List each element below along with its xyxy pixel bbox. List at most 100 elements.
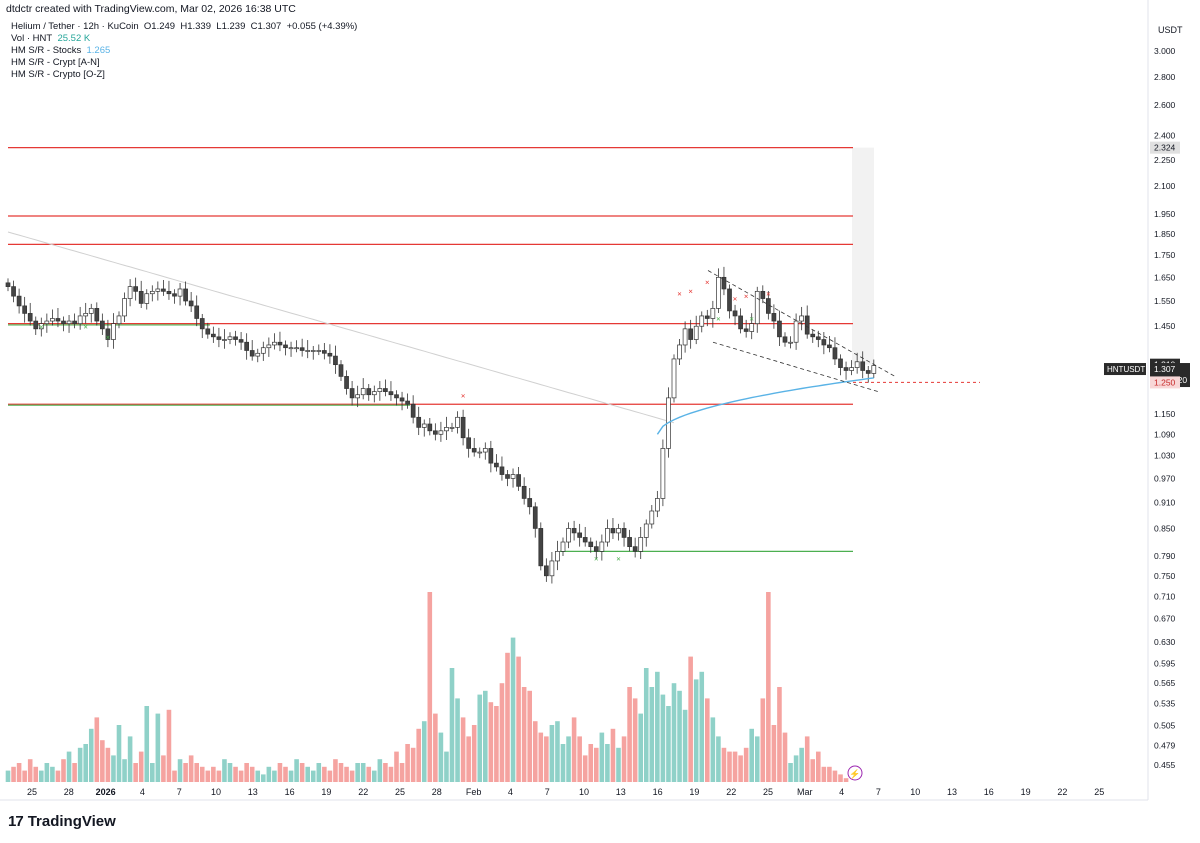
candle[interactable] bbox=[865, 370, 871, 374]
candle[interactable] bbox=[693, 325, 699, 340]
indicator-crypto-oz-legend[interactable]: HM S/R - Crypto [O-Z] bbox=[11, 69, 105, 80]
candle[interactable] bbox=[593, 546, 599, 552]
candle[interactable] bbox=[277, 341, 283, 346]
candle[interactable] bbox=[649, 510, 655, 525]
candle[interactable] bbox=[549, 560, 555, 577]
wedge-lower-line[interactable] bbox=[712, 341, 879, 393]
candle[interactable] bbox=[677, 344, 682, 360]
candle[interactable] bbox=[138, 290, 144, 304]
candle[interactable] bbox=[460, 416, 466, 439]
candle[interactable] bbox=[105, 328, 111, 340]
candle[interactable] bbox=[283, 344, 288, 349]
candle[interactable] bbox=[416, 416, 422, 428]
candle[interactable] bbox=[316, 350, 322, 352]
candle[interactable] bbox=[144, 293, 150, 304]
candle[interactable] bbox=[599, 541, 605, 552]
candle[interactable] bbox=[543, 565, 549, 577]
candle[interactable] bbox=[588, 541, 594, 548]
candle[interactable] bbox=[216, 336, 222, 340]
tradingview-logo[interactable]: 17 TradingView bbox=[8, 813, 116, 830]
candle[interactable] bbox=[871, 365, 877, 374]
candle[interactable] bbox=[260, 347, 266, 354]
candle[interactable] bbox=[127, 286, 133, 299]
candle[interactable] bbox=[299, 347, 305, 351]
candle[interactable] bbox=[255, 352, 261, 357]
candle[interactable] bbox=[177, 288, 183, 297]
candle[interactable] bbox=[188, 300, 194, 307]
candle[interactable] bbox=[449, 427, 455, 429]
candle[interactable] bbox=[377, 388, 383, 392]
candle[interactable] bbox=[322, 350, 327, 354]
candle[interactable] bbox=[577, 532, 583, 538]
candle[interactable] bbox=[83, 313, 89, 317]
candle[interactable] bbox=[754, 290, 760, 324]
candle[interactable] bbox=[44, 320, 50, 324]
candle[interactable] bbox=[788, 341, 793, 344]
candle[interactable] bbox=[266, 344, 272, 349]
candle[interactable] bbox=[360, 388, 366, 396]
replay-lightning-icon[interactable] bbox=[847, 765, 863, 781]
candle[interactable] bbox=[27, 313, 33, 322]
candle[interactable] bbox=[205, 328, 211, 335]
symbol-name[interactable]: Helium / Tether · 12h · KuCoin bbox=[11, 21, 139, 32]
candle[interactable] bbox=[532, 506, 538, 529]
candle[interactable] bbox=[821, 339, 827, 346]
candle[interactable] bbox=[560, 541, 566, 552]
candle[interactable] bbox=[33, 320, 39, 330]
candle[interactable] bbox=[327, 352, 333, 357]
candle[interactable] bbox=[5, 282, 11, 287]
candle[interactable] bbox=[438, 430, 444, 435]
candle[interactable] bbox=[133, 286, 138, 292]
candle[interactable] bbox=[383, 388, 388, 392]
candle[interactable] bbox=[466, 437, 471, 449]
candle[interactable] bbox=[499, 466, 505, 475]
candle[interactable] bbox=[227, 336, 233, 340]
candle[interactable] bbox=[11, 286, 16, 297]
candle[interactable] bbox=[61, 320, 66, 324]
candle[interactable] bbox=[716, 276, 721, 309]
candle[interactable] bbox=[743, 328, 749, 332]
candle[interactable] bbox=[621, 528, 627, 538]
candle[interactable] bbox=[72, 320, 77, 324]
candle[interactable] bbox=[799, 315, 805, 322]
candle[interactable] bbox=[55, 318, 61, 322]
candle[interactable] bbox=[433, 430, 438, 435]
volume-legend[interactable]: Vol · HNT 25.52 K bbox=[11, 33, 357, 45]
candle[interactable] bbox=[355, 394, 360, 399]
candle[interactable] bbox=[777, 320, 782, 338]
candle[interactable] bbox=[272, 341, 277, 346]
candle[interactable] bbox=[111, 323, 116, 340]
candle[interactable] bbox=[155, 288, 161, 292]
candle[interactable] bbox=[566, 528, 571, 543]
candle[interactable] bbox=[538, 528, 544, 567]
candle[interactable] bbox=[22, 305, 27, 314]
candle[interactable] bbox=[410, 403, 416, 418]
candle[interactable] bbox=[827, 344, 832, 349]
candle[interactable] bbox=[371, 391, 377, 396]
candle[interactable] bbox=[488, 448, 494, 464]
candle[interactable] bbox=[849, 367, 854, 371]
candle[interactable] bbox=[555, 551, 560, 562]
candle[interactable] bbox=[660, 448, 666, 499]
candle[interactable] bbox=[605, 528, 610, 543]
candle[interactable] bbox=[671, 358, 677, 399]
candle[interactable] bbox=[249, 350, 255, 357]
candle[interactable] bbox=[77, 315, 83, 324]
candle[interactable] bbox=[399, 397, 405, 402]
candle[interactable] bbox=[782, 336, 788, 343]
candle[interactable] bbox=[338, 364, 344, 377]
candle[interactable] bbox=[482, 448, 488, 453]
candle[interactable] bbox=[421, 423, 427, 428]
candle[interactable] bbox=[388, 391, 394, 396]
candle[interactable] bbox=[760, 290, 766, 299]
candle[interactable] bbox=[838, 358, 843, 368]
candle[interactable] bbox=[38, 323, 44, 330]
candle[interactable] bbox=[638, 537, 644, 552]
candle[interactable] bbox=[288, 347, 294, 350]
candle[interactable] bbox=[94, 308, 100, 322]
candle[interactable] bbox=[505, 474, 510, 479]
candle[interactable] bbox=[444, 427, 449, 432]
candle[interactable] bbox=[688, 328, 694, 340]
candle[interactable] bbox=[704, 315, 710, 319]
candle[interactable] bbox=[582, 537, 588, 543]
